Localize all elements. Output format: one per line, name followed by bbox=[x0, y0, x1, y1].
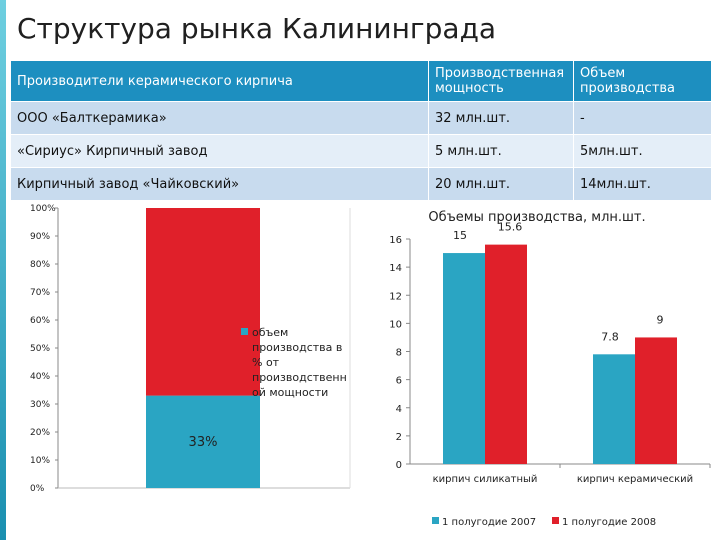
y-tick-label: 100% bbox=[30, 204, 56, 214]
y-tick-label: 20% bbox=[30, 428, 50, 438]
bar-segment bbox=[146, 395, 260, 488]
x-tick-label: кирпич керамический bbox=[577, 474, 693, 485]
legend-label: 1 полугодие 2008 bbox=[562, 517, 656, 528]
bar bbox=[443, 253, 485, 464]
table-cell: «Сириус» Кирпичный завод bbox=[10, 134, 429, 168]
y-tick-label: 80% bbox=[30, 260, 50, 270]
y-tick-label: 50% bbox=[30, 344, 50, 354]
table-cell: 5млн.шт. bbox=[573, 134, 712, 168]
table-cell: 5 млн.шт. bbox=[428, 134, 574, 168]
table-row: «Сириус» Кирпичный завод 5 млн.шт. 5млн.… bbox=[10, 134, 712, 168]
legend-label: объем bbox=[252, 326, 288, 339]
slide-title: Структура рынка Калининграда bbox=[17, 12, 497, 45]
data-label: 15 bbox=[453, 229, 467, 242]
legend-label: % от bbox=[252, 356, 280, 369]
bar bbox=[593, 354, 635, 464]
data-label: 7.8 bbox=[601, 330, 619, 343]
table-cell: ООО «Балткерамика» bbox=[10, 101, 429, 135]
table-cell: 32 млн.шт. bbox=[428, 101, 574, 135]
table-row: ООО «Балткерамика» 32 млн.шт. - bbox=[10, 101, 712, 135]
legend-label: производства в bbox=[252, 341, 342, 354]
table-cell: - bbox=[573, 101, 712, 135]
legend-label: 1 полугодие 2007 bbox=[442, 517, 536, 528]
y-tick-label: 4 bbox=[396, 404, 402, 415]
y-tick-label: 0% bbox=[30, 484, 45, 494]
legend-label: производственн bbox=[252, 371, 347, 384]
legend-swatch bbox=[241, 328, 248, 335]
producers-table: Производители керамического кирпича Прои… bbox=[10, 60, 712, 201]
table-header-row: Производители керамического кирпича Прои… bbox=[10, 60, 712, 102]
data-label: 15.6 bbox=[498, 221, 523, 234]
legend-swatch bbox=[552, 517, 559, 524]
header-cell: Производители керамического кирпича bbox=[10, 60, 429, 102]
bar bbox=[485, 244, 527, 464]
bar-segment bbox=[146, 208, 260, 396]
y-tick-label: 12 bbox=[389, 291, 402, 302]
y-tick-label: 6 bbox=[396, 376, 402, 387]
table-cell: 14млн.шт. bbox=[573, 167, 712, 201]
y-tick-label: 14 bbox=[389, 263, 402, 274]
y-tick-label: 16 bbox=[389, 235, 402, 246]
y-tick-label: 10 bbox=[389, 319, 402, 330]
y-tick-label: 8 bbox=[396, 348, 402, 359]
chart-title: Объемы производства, млн.шт. bbox=[428, 210, 645, 225]
accent-bar bbox=[0, 0, 6, 540]
y-tick-label: 30% bbox=[30, 400, 50, 410]
legend-label: ой мощности bbox=[252, 386, 328, 399]
data-label: 9 bbox=[657, 313, 664, 326]
y-tick-label: 10% bbox=[30, 456, 50, 466]
y-tick-label: 70% bbox=[30, 288, 50, 298]
table-cell: Кирпичный завод «Чайковский» bbox=[10, 167, 429, 201]
y-tick-label: 60% bbox=[30, 316, 50, 326]
y-tick-label: 2 bbox=[396, 432, 402, 443]
legend-swatch bbox=[432, 517, 439, 524]
header-cell: Объем производства bbox=[573, 60, 712, 102]
table-row: Кирпичный завод «Чайковский» 20 млн.шт. … bbox=[10, 167, 712, 201]
bar bbox=[635, 337, 677, 464]
y-tick-label: 0 bbox=[396, 460, 402, 471]
data-label: 33% bbox=[189, 435, 218, 450]
x-tick-label: кирпич силикатный bbox=[433, 474, 538, 485]
table-cell: 20 млн.шт. bbox=[428, 167, 574, 201]
y-tick-label: 90% bbox=[30, 232, 50, 242]
y-tick-label: 40% bbox=[30, 372, 50, 382]
header-cell: Производственная мощность bbox=[428, 60, 574, 102]
